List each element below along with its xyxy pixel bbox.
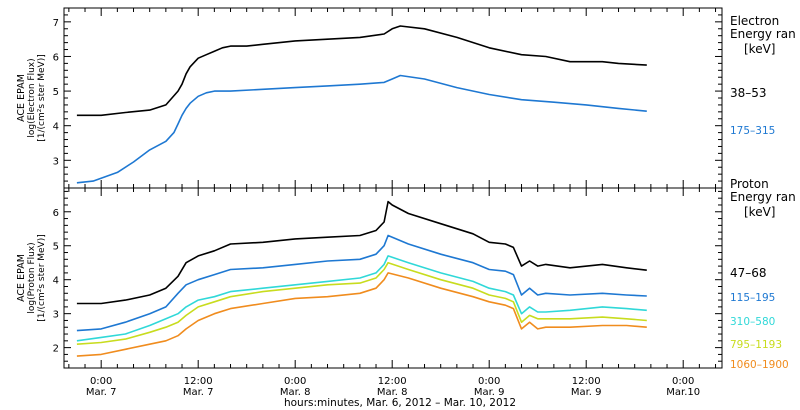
x-tick-label-date: Mar. 7: [183, 387, 214, 398]
proton-legend-entry: 115–195: [730, 292, 775, 304]
x-tick-label-date: Mar. 8: [377, 387, 408, 398]
electron-y-tick-label: 3: [53, 156, 59, 167]
electron-series-line: [76, 25, 647, 117]
proton-y-tick-label: 4: [53, 276, 59, 287]
proton-legend-entry: 47–68: [730, 266, 767, 280]
proton-series-line: [76, 255, 647, 342]
proton-legend-title-line: Proton: [730, 177, 769, 191]
x-tick-label-date: Mar. 9: [571, 387, 602, 398]
proton-panel: 2 3 4 5 6 ACE EPAM log(Proton Flux) [1/(cm²s st…: [16, 177, 796, 371]
proton-y-axis-label: ACE EPAM log(Proton Flux) [1/(cm²s ster Me…: [16, 234, 47, 321]
proton-series-line: [76, 234, 647, 332]
electron-y-tick-label: 4: [53, 122, 59, 133]
proton-legend-entry: 795–1193: [730, 339, 782, 351]
electron-y-tick-label: 5: [53, 87, 59, 98]
proton-y-tick-label: 6: [53, 208, 59, 219]
proton-y-axis-label-line: ACE EPAM: [16, 254, 27, 302]
proton-y-axis-label-line: log(Proton Flux): [27, 242, 37, 313]
x-tick-label-date: Mar.10: [666, 387, 700, 398]
electron-y-tick-label: 7: [53, 18, 59, 29]
electron-y-axis-label-line: log(Electron Flux): [27, 58, 37, 137]
electron-legend-entry: 38–53: [730, 86, 767, 100]
electron-y-axis-label-line: [1/(cm²s ster MeV)]: [37, 54, 47, 141]
proton-legend-entry: 310–580: [730, 316, 775, 328]
proton-y-tick-label: 2: [53, 344, 59, 355]
electron-legend-title-line: Energy ran: [730, 27, 796, 41]
x-tick-label-date: Mar. 7: [86, 387, 117, 398]
proton-legend-title-line: Energy ran: [730, 190, 796, 204]
proton-plot-frame: [63, 187, 723, 369]
x-tick-label-time: 12:00: [572, 376, 601, 387]
proton-series-line: [76, 272, 647, 357]
proton-y-tick-label: 3: [53, 310, 59, 321]
proton-series-line: [76, 261, 647, 345]
electron-legend-title-line: Electron: [730, 14, 779, 28]
electron-panel: 3 4 5 6 7 ACE EPAM log(Electron Flux) [1/(cm²s …: [16, 7, 796, 189]
electron-legend-entry: 175–315: [730, 125, 775, 137]
electron-y-axis-label: ACE EPAM log(Electron Flux) [1/(cm²s ster …: [16, 54, 47, 141]
electron-y-axis-label-line: ACE EPAM: [16, 74, 27, 122]
proton-legend-title-line: [keV]: [744, 205, 775, 219]
proton-legend-entry: 1060–1900: [730, 359, 789, 371]
x-tick-label-time: 0:00: [478, 376, 500, 387]
electron-legend-title-line: [keV]: [744, 42, 775, 56]
proton-y-tick-label: 5: [53, 242, 59, 253]
x-tick-label-date: Mar. 9: [474, 387, 505, 398]
x-tick-label-time: 0:00: [90, 376, 112, 387]
x-tick-label-time: 12:00: [378, 376, 407, 387]
x-tick-label-date: Mar. 8: [280, 387, 311, 398]
x-tick-label-time: 12:00: [184, 376, 213, 387]
x-tick-label-time: 0:00: [672, 376, 694, 387]
electron-series-line: [76, 74, 647, 184]
proton-y-axis-label-line: [1/(cm²s ster MeV)]: [37, 234, 47, 321]
proton-series-line: [76, 200, 647, 305]
electron-y-tick-label: 6: [53, 52, 59, 63]
x-tick-label-time: 0:00: [284, 376, 306, 387]
x-axis-label: hours:minutes, Mar. 6, 2012 – Mar. 10, 2…: [284, 397, 516, 409]
